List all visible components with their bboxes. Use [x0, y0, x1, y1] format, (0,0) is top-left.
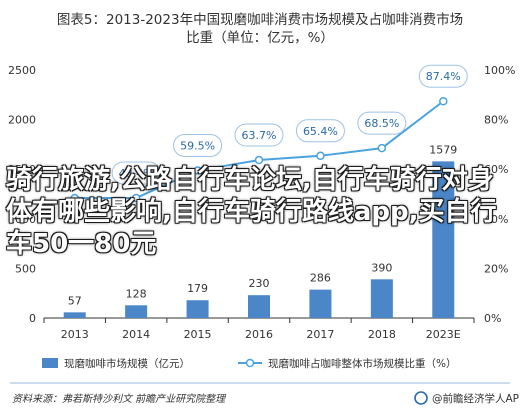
bar-value-label: 286 [310, 272, 331, 285]
line-value-label: 63.7% [242, 129, 277, 142]
overlay-banner-text: 骑行旅游,公路自行车论坛,自行车骑行对身体有哪些影响,自行车骑行路线app,买自… [6, 165, 497, 259]
x-axis: 2013 2014 2015 2016 2017 2018 2023E [43, 317, 475, 341]
line-point [439, 96, 448, 106]
line-value-label: 87.4% [426, 70, 461, 83]
left-tick-label: 1500 [8, 163, 36, 176]
line-point [316, 151, 325, 161]
bar-value-label: 128 [126, 287, 147, 300]
right-tick-label: 60% [484, 163, 508, 176]
legend-swatch-bar [42, 358, 58, 368]
right-tick-label: 40% [484, 213, 508, 226]
line-point [254, 155, 264, 165]
bar [248, 295, 270, 318]
line-point [131, 193, 141, 203]
line-value-label: 48.4% [119, 167, 154, 180]
x-tick-label: 2013 [61, 328, 89, 341]
bar-value-label: 57 [68, 294, 82, 307]
bar [432, 161, 455, 318]
line-label-box [357, 111, 407, 135]
source-text: 资料来源：弗若斯特沙利文 前瞻产业研究院整理 [12, 393, 227, 405]
line-label-box [234, 123, 284, 147]
x-tick-label: 2023E [426, 328, 461, 341]
bar-value-label: 179 [187, 282, 208, 295]
legend-swatch-marker [245, 358, 255, 368]
right-tick-label: 80% [484, 114, 508, 127]
left-tick-label: 1000 [8, 213, 36, 226]
line-value-label: 68.5% [364, 117, 399, 130]
bar-value-label: 390 [371, 261, 392, 274]
left-tick-label: 2000 [8, 114, 36, 127]
line-label-box [111, 161, 161, 185]
right-tick-label: 0% [484, 312, 501, 325]
line-value-label: 59.5% [180, 139, 215, 152]
x-tick-label: 2016 [245, 328, 273, 341]
legend-label-bar: 现磨咖啡市场规模（亿元） [64, 357, 190, 370]
chart-title-line1: 图表5：2013-2023年中国现磨咖啡消费市场规模及占咖啡消费市场 [57, 11, 463, 28]
bars: 57 128 179 230 286 390 1579 [63, 143, 457, 318]
brand-logo-icon [414, 391, 428, 405]
left-tick-label: 2500 [8, 64, 36, 77]
bar [309, 289, 332, 318]
brand-text: @前瞻经济学人APP [432, 392, 520, 405]
bar-value-label: 230 [249, 277, 270, 290]
right-axis: 0% 20% 40% 60% 80% 100% [484, 64, 515, 325]
bar [370, 279, 393, 318]
brand-logo: @前瞻经济学人APP [414, 391, 520, 405]
right-tick-label: 100% [484, 64, 515, 77]
line-point [193, 166, 202, 175]
x-tick-label: 2018 [368, 328, 396, 341]
bar [186, 300, 209, 318]
legend: 现磨咖啡市场规模（亿元） 现磨咖啡占咖啡整体市场规模比重（%） [42, 357, 456, 370]
left-tick-label: 500 [15, 262, 36, 275]
x-tick-label: 2017 [306, 328, 334, 341]
bar-value-label: 1579 [429, 143, 457, 156]
line-label-box [418, 64, 468, 88]
bar [63, 312, 86, 318]
left-axis: 0 500 1000 1500 2000 2500 [8, 64, 36, 325]
bar [125, 305, 148, 318]
x-tick-label: 2015 [184, 328, 212, 341]
left-tick-label: 0 [29, 312, 36, 325]
right-tick-label: 20% [484, 262, 508, 275]
x-tick-label: 2014 [122, 328, 150, 341]
line-label-box [295, 119, 345, 143]
line-label-box [173, 133, 223, 157]
line-series: 48.4% 59.5% 63.7% 65.4% 68.5% 87.4% [70, 64, 468, 203]
chart-title-line2: 比重（单位：亿元，%） [186, 30, 334, 46]
line-point [70, 193, 79, 203]
legend-label-line: 现磨咖啡占咖啡整体市场规模比重（%） [268, 357, 456, 370]
line-point [377, 143, 387, 153]
line-value-label: 65.4% [303, 125, 338, 138]
